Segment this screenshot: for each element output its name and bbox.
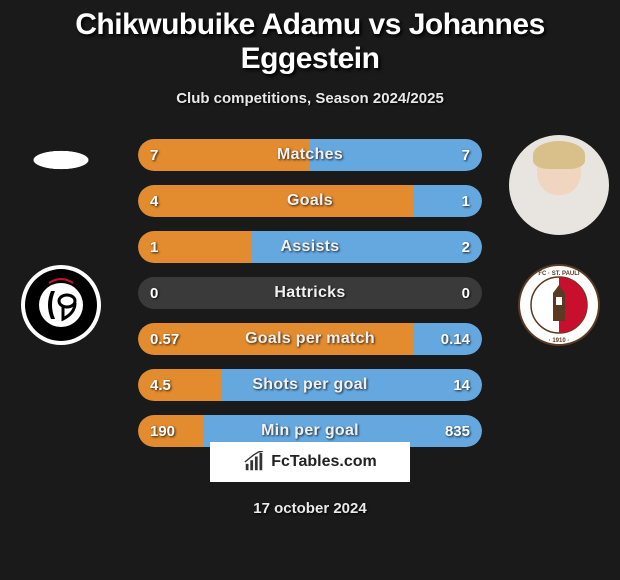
stat-value-p2: 7	[462, 147, 470, 164]
stat-label: Min per goal	[138, 422, 482, 440]
stat-row: 7Matches7	[138, 139, 482, 171]
stat-label: Assists	[138, 238, 482, 256]
date-label: 17 october 2024	[0, 500, 620, 517]
stat-label: Goals	[138, 192, 482, 210]
svg-text:· 1910 ·: · 1910 ·	[549, 338, 570, 344]
watermark: FcTables.com	[210, 442, 410, 482]
stats-area: FC · ST. PAULI · 1910 · 7Matches7 4Goals1…	[0, 135, 620, 455]
svg-text:FC · ST. PAULI: FC · ST. PAULI	[538, 271, 580, 277]
player2-club-badge: FC · ST. PAULI · 1910 ·	[517, 263, 601, 347]
stat-value-p2: 2	[462, 239, 470, 256]
player1-club-badge	[19, 263, 103, 347]
watermark-text: FcTables.com	[271, 453, 377, 471]
player1-column	[6, 135, 116, 347]
stat-bars: 7Matches74Goals11Assists20Hattricks00.57…	[138, 139, 482, 447]
stat-row: 0.57Goals per match0.14	[138, 323, 482, 355]
stat-value-p2: 0	[462, 285, 470, 302]
stat-value-p2: 14	[453, 377, 470, 394]
stat-label: Shots per goal	[138, 376, 482, 394]
page-title: Chikwubuike Adamu vs Johannes Eggestein	[0, 8, 620, 76]
player2-column: FC · ST. PAULI · 1910 ·	[504, 135, 614, 347]
stat-row: 0Hattricks0	[138, 277, 482, 309]
stat-value-p2: 835	[445, 423, 470, 440]
stat-value-p2: 0.14	[441, 331, 470, 348]
stat-label: Goals per match	[138, 330, 482, 348]
stat-label: Hattricks	[138, 284, 482, 302]
stat-value-p2: 1	[462, 193, 470, 210]
subtitle: Club competitions, Season 2024/2025	[0, 90, 620, 107]
stat-label: Matches	[138, 146, 482, 164]
stat-row: 4Goals1	[138, 185, 482, 217]
player1-avatar	[11, 135, 111, 235]
stat-row: 4.5Shots per goal14	[138, 369, 482, 401]
chart-icon	[243, 451, 265, 473]
comparison-infographic: Chikwubuike Adamu vs Johannes Eggestein …	[0, 0, 620, 580]
player2-avatar	[509, 135, 609, 235]
stat-row: 1Assists2	[138, 231, 482, 263]
